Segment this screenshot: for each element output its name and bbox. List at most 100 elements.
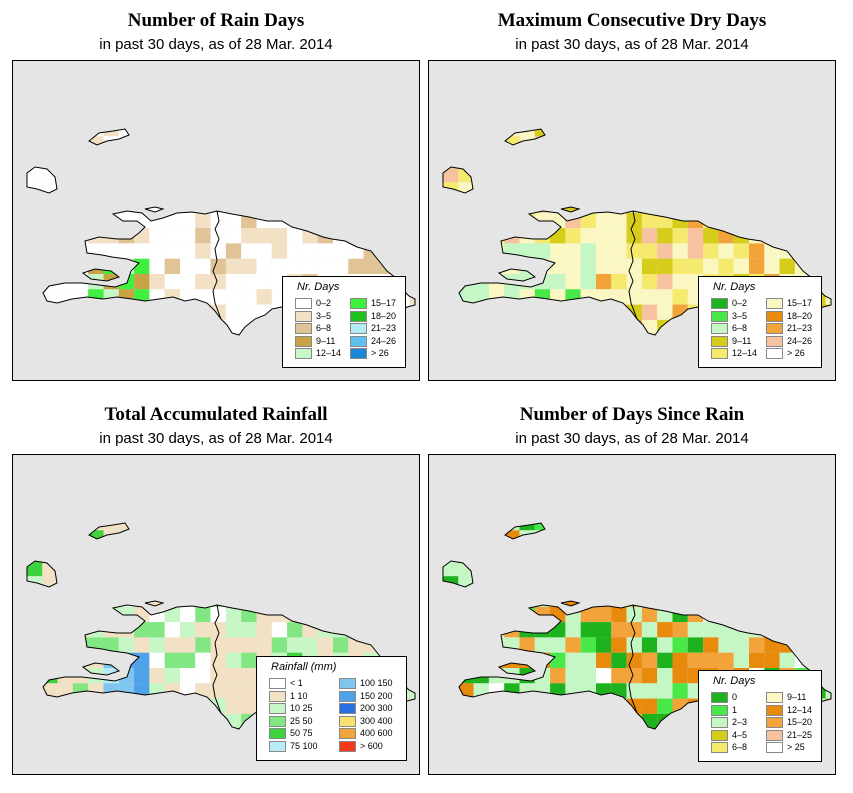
panel-subtitle: in past 30 days, as of 28 Mar. 2014 bbox=[515, 36, 749, 53]
country-border bbox=[628, 210, 638, 320]
legend-swatch bbox=[339, 678, 356, 689]
grid-cell bbox=[504, 652, 520, 668]
grid-cell bbox=[641, 637, 658, 653]
grid-cell bbox=[749, 523, 765, 531]
grid-cell bbox=[596, 652, 612, 668]
coastline bbox=[42, 210, 416, 336]
grid-cell bbox=[348, 637, 364, 653]
legend-label: 1 10 bbox=[290, 690, 308, 701]
grid-cell bbox=[580, 637, 596, 653]
grid-cell bbox=[550, 637, 566, 653]
grid-cell bbox=[103, 129, 119, 137]
grid-cell bbox=[764, 591, 780, 607]
grid-cell bbox=[103, 182, 119, 198]
grid-cell bbox=[241, 683, 257, 699]
legend-swatch bbox=[711, 298, 728, 309]
grid-cell bbox=[794, 591, 811, 607]
grid-cell bbox=[519, 560, 535, 577]
grid-cell bbox=[134, 698, 150, 714]
grid-cell bbox=[180, 335, 195, 350]
grid-cell bbox=[458, 151, 474, 167]
grid-cell bbox=[134, 591, 150, 607]
grid-cell bbox=[550, 591, 566, 607]
grid-cell bbox=[225, 683, 242, 699]
grid-cell bbox=[673, 335, 688, 350]
grid-cell bbox=[378, 637, 395, 653]
grid-cell bbox=[348, 258, 364, 274]
grid-cell bbox=[317, 197, 333, 213]
grid-cell bbox=[317, 576, 333, 592]
grid-cell bbox=[504, 545, 520, 561]
grid-cell bbox=[287, 182, 303, 198]
grid-cell bbox=[779, 151, 795, 167]
grid-cell bbox=[550, 576, 566, 592]
grid-cell bbox=[596, 713, 612, 729]
grid-cell bbox=[504, 258, 520, 274]
grid-cell bbox=[271, 545, 288, 561]
grid-cell bbox=[580, 243, 596, 259]
legend-swatch bbox=[269, 690, 286, 702]
grid-cell bbox=[794, 606, 811, 623]
grid-cell bbox=[42, 243, 58, 259]
grid-cell bbox=[103, 304, 119, 320]
grid-cell bbox=[596, 523, 612, 531]
grid-cell bbox=[488, 591, 505, 607]
grid-cell bbox=[550, 523, 566, 531]
grid-cell bbox=[749, 212, 765, 229]
grid-cell bbox=[256, 197, 272, 213]
grid-cell bbox=[565, 335, 580, 350]
grid-cell bbox=[703, 545, 719, 561]
grid-cell bbox=[580, 304, 596, 320]
grid-cell bbox=[333, 136, 349, 152]
grid-cell bbox=[241, 182, 257, 198]
grid-cell bbox=[504, 228, 520, 244]
grid-cell bbox=[409, 228, 415, 244]
grid-cell bbox=[488, 560, 505, 577]
grid-cell bbox=[88, 560, 104, 577]
grid-cell bbox=[317, 545, 333, 561]
grid-cell bbox=[458, 212, 474, 229]
grid-cell bbox=[473, 129, 489, 137]
grid-cell bbox=[118, 668, 135, 684]
legend-label: 100 150 bbox=[360, 678, 393, 688]
grid-cell bbox=[195, 606, 211, 623]
grid-cell bbox=[42, 729, 57, 744]
grid-cell bbox=[256, 151, 272, 167]
grid-cell bbox=[210, 668, 226, 684]
grid-cell bbox=[825, 713, 831, 729]
grid-cell bbox=[641, 591, 658, 607]
grid-cell bbox=[534, 622, 551, 638]
grid-cell bbox=[164, 274, 180, 290]
grid-cell bbox=[519, 698, 535, 714]
legend-label: 50 75 bbox=[290, 728, 313, 738]
grid-cell bbox=[611, 637, 627, 653]
grid-cell bbox=[443, 652, 459, 668]
grid-cell bbox=[287, 560, 303, 577]
grid-cell bbox=[363, 212, 379, 229]
grid-cell bbox=[672, 166, 688, 183]
grid-cell bbox=[443, 668, 459, 684]
coastline bbox=[26, 166, 58, 194]
grid-cell bbox=[473, 560, 489, 577]
grid-cell bbox=[672, 182, 688, 198]
legend: Nr. Days 0–2 3–5 6–8 9–11 12–14 15–17 18–20 21–2… bbox=[698, 276, 822, 368]
grid-cell bbox=[134, 129, 150, 137]
grid-cell bbox=[642, 335, 657, 350]
grid-cell bbox=[363, 560, 379, 577]
legend-swatch bbox=[711, 310, 728, 322]
country-border bbox=[212, 604, 222, 714]
grid-cell bbox=[180, 560, 196, 577]
grid-cell bbox=[779, 576, 795, 592]
grid-cell bbox=[779, 530, 795, 546]
grid-cell bbox=[641, 606, 658, 623]
grid-cell bbox=[641, 289, 658, 305]
grid-cell bbox=[733, 129, 749, 137]
grid-cell bbox=[134, 274, 150, 290]
grid-cell bbox=[57, 243, 73, 259]
grid-cell bbox=[287, 197, 303, 213]
grid-cell bbox=[473, 698, 489, 714]
grid-cell bbox=[409, 274, 415, 290]
grid-cell bbox=[195, 212, 211, 229]
grid-cell bbox=[134, 530, 150, 546]
legend-label: 25 50 bbox=[290, 715, 313, 726]
